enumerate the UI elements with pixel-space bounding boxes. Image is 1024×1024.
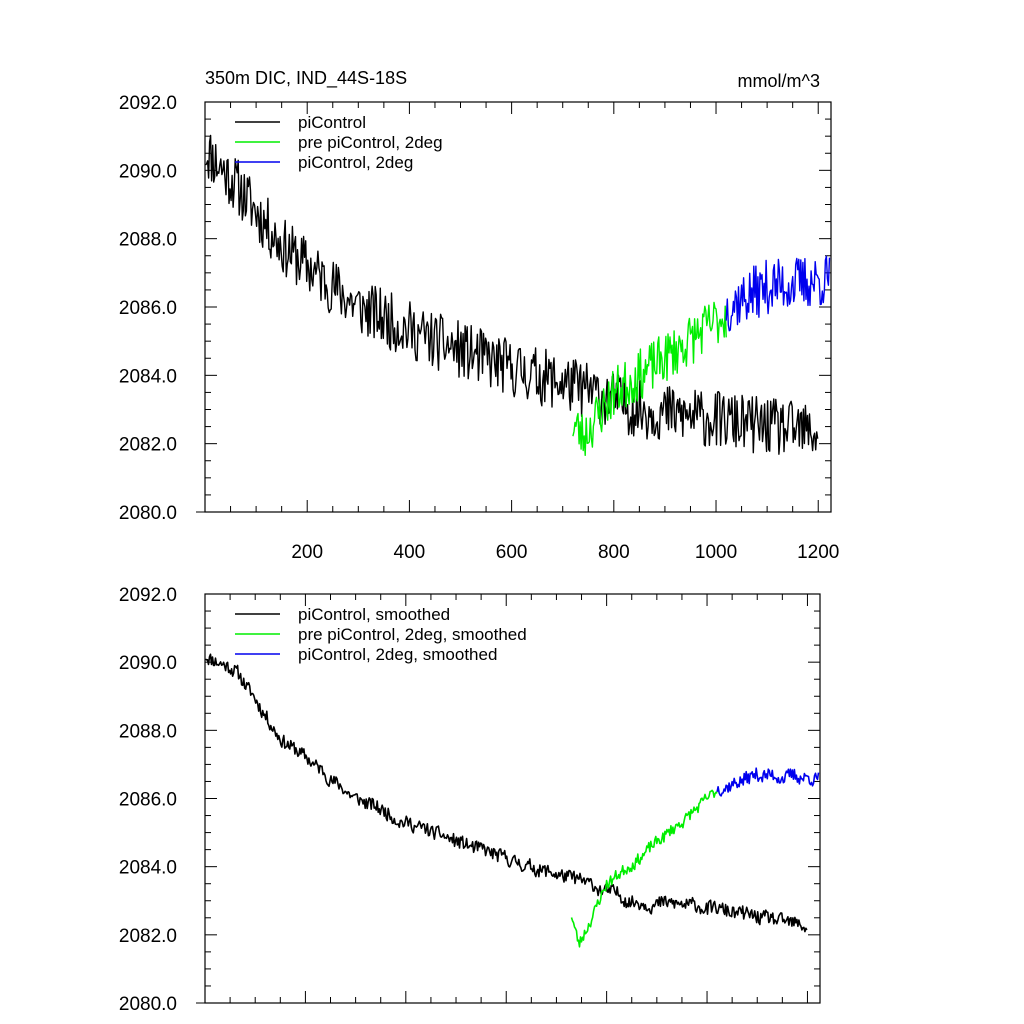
x-tick-label: 200 (291, 542, 323, 563)
series-line-picontrol-smoothed (205, 653, 808, 933)
figure-title: 350m DIC, IND_44S-18S (205, 68, 407, 89)
legend-label: piControl, 2deg, smoothed (298, 645, 497, 664)
series-line-pre-picontrol-2deg-smoothed (570, 789, 718, 948)
x-tick-label: 600 (496, 542, 528, 563)
x-tick-label: 1200 (797, 542, 839, 563)
y-tick-label: 2090.0 (119, 161, 177, 182)
legend-label: piControl, smoothed (298, 605, 450, 624)
x-tick-label: 800 (598, 542, 630, 563)
y-tick-label: 2082.0 (119, 435, 177, 456)
y-tick-label: 2086.0 (119, 298, 177, 319)
y-tick-label: 2088.0 (119, 230, 177, 251)
y-tick-label: 2092.0 (119, 93, 177, 114)
series-line-picontrol (205, 134, 819, 455)
series-line-picontrol-2deg-smoothed (716, 767, 820, 797)
y-tick-label: 2086.0 (119, 790, 177, 811)
legend-label: piControl, 2deg (298, 153, 413, 172)
panel-top: 2080.0 2082.0 2084.0 2086.0 2088.0 2090.0 2092… (119, 93, 839, 563)
x-tick-label: 1000 (695, 542, 737, 563)
y-tick-label: 2080.0 (119, 994, 177, 1015)
y-tick-label: 2092.0 (119, 585, 177, 606)
units-label: mmol/m^3 (738, 71, 820, 91)
y-tick-label: 2084.0 (119, 858, 177, 879)
y-tick-label: 2088.0 (119, 721, 177, 742)
x-tick-label: 400 (394, 542, 426, 563)
y-tick-label: 2080.0 (119, 503, 177, 524)
y-tick-label: 2090.0 (119, 653, 177, 674)
series-line-pre-picontrol-2deg (572, 301, 727, 456)
y-tick-label: 2084.0 (119, 366, 177, 387)
legend-label: pre piControl, 2deg (298, 133, 443, 152)
panel-bottom: 2080.0 2082.0 2084.0 2086.0 2088.0 2090.0 2092… (119, 585, 821, 1015)
y-tick-label: 2082.0 (119, 926, 177, 947)
legend-label: piControl (298, 113, 366, 132)
legend-label: pre piControl, 2deg, smoothed (298, 625, 527, 644)
series-line-picontrol-2deg (725, 255, 831, 332)
